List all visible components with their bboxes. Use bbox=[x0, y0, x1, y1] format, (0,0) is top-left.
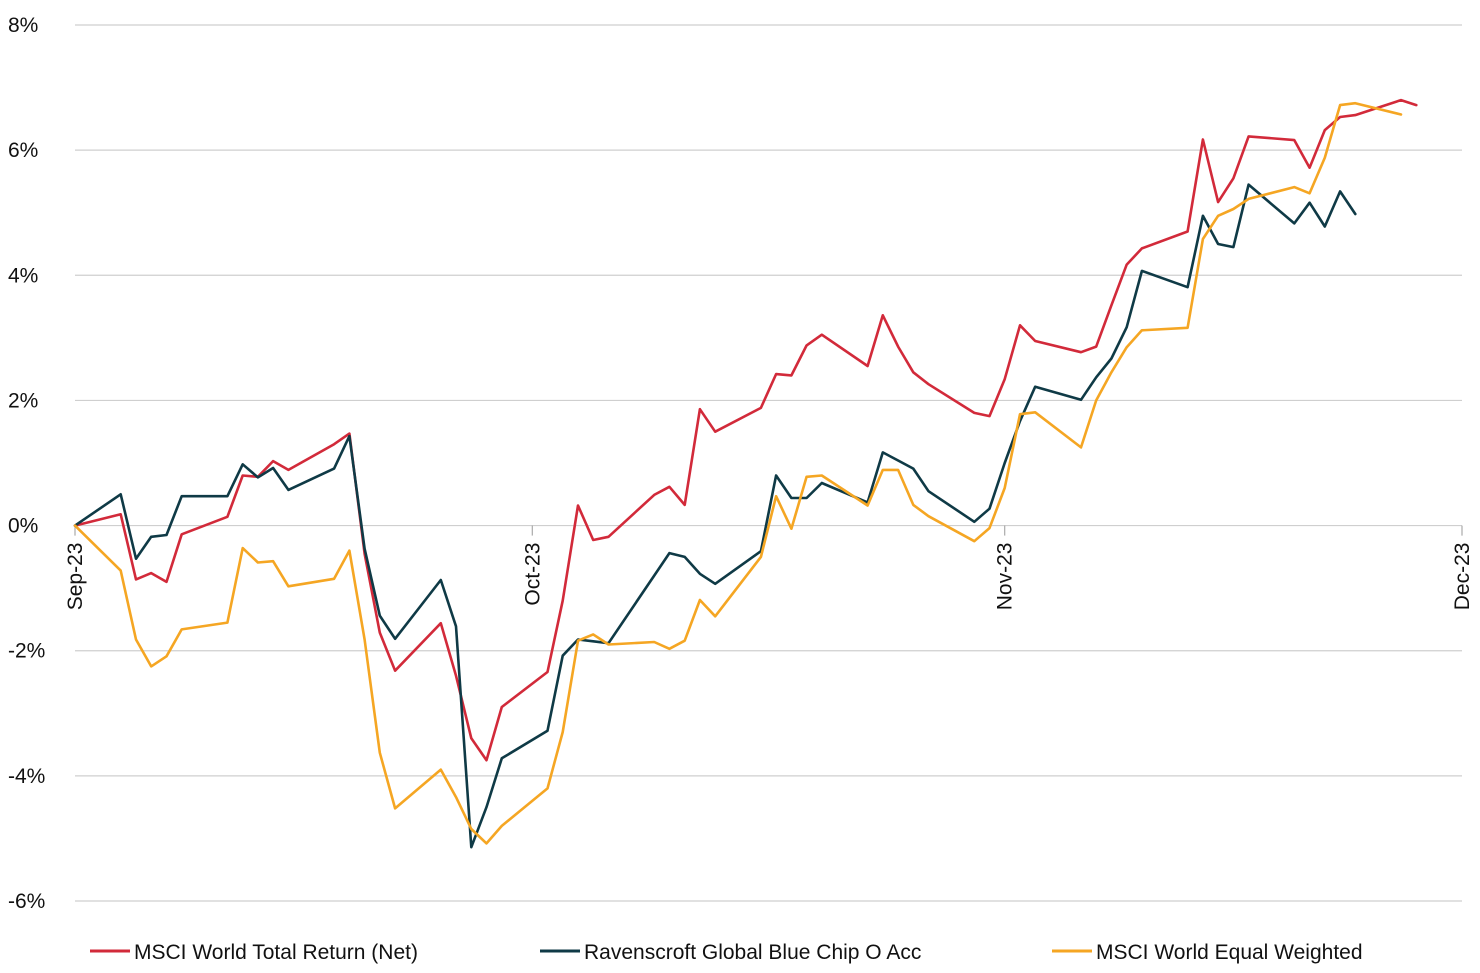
x-tick-label: Sep-23 bbox=[64, 543, 87, 611]
y-axis-ticks: 8% 6% 4% 2% 0% -2% -4% -6% bbox=[8, 14, 45, 913]
y-tick-label: 8% bbox=[8, 14, 38, 37]
y-tick-label: -4% bbox=[8, 765, 45, 788]
x-tick-label: Dec-23 bbox=[1451, 543, 1474, 611]
legend-label: MSCI World Equal Weighted bbox=[1096, 941, 1363, 964]
series-line-1 bbox=[73, 98, 1418, 762]
x-tick-label: Oct-23 bbox=[521, 543, 544, 606]
y-tick-label: -6% bbox=[8, 890, 45, 913]
series-lines bbox=[73, 98, 1418, 849]
legend-label: MSCI World Total Return (Net) bbox=[134, 941, 418, 964]
series-line-2 bbox=[73, 183, 1357, 849]
x-axis-ticks: Sep-23 Oct-23 Nov-23 Dec-23 bbox=[64, 525, 1474, 611]
y-tick-label: 2% bbox=[8, 389, 38, 412]
legend: MSCI World Total Return (Net) Ravenscroft… bbox=[90, 941, 1363, 964]
y-tick-label: 0% bbox=[8, 515, 38, 538]
series-line-3 bbox=[73, 101, 1403, 845]
x-tick-label: Nov-23 bbox=[994, 543, 1017, 611]
gridlines bbox=[75, 24, 1462, 902]
y-tick-label: 6% bbox=[8, 139, 38, 162]
y-tick-label: -2% bbox=[8, 640, 45, 663]
legend-label: Ravenscroft Global Blue Chip O Acc bbox=[584, 941, 921, 964]
y-tick-label: 4% bbox=[8, 264, 38, 287]
